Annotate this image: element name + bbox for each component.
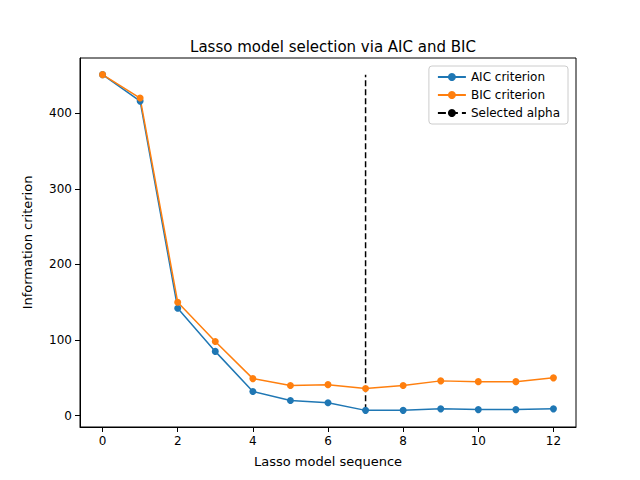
svg-text:AIC criterion: AIC criterion: [471, 70, 545, 84]
svg-text:100: 100: [49, 333, 72, 347]
svg-text:BIC criterion: BIC criterion: [471, 88, 545, 102]
svg-text:8: 8: [399, 434, 407, 448]
svg-text:200: 200: [49, 257, 72, 271]
svg-text:400: 400: [49, 106, 72, 120]
svg-text:0: 0: [99, 434, 107, 448]
svg-text:Information criterion: Information criterion: [20, 176, 35, 310]
svg-text:6: 6: [324, 434, 332, 448]
svg-text:10: 10: [471, 434, 486, 448]
svg-text:300: 300: [49, 182, 72, 196]
svg-text:Lasso model sequence: Lasso model sequence: [254, 454, 402, 469]
svg-text:Selected alpha: Selected alpha: [471, 106, 560, 120]
svg-text:Lasso model selection via AIC: Lasso model selection via AIC and BIC: [190, 38, 476, 56]
svg-text:4: 4: [249, 434, 257, 448]
svg-text:2: 2: [174, 434, 182, 448]
svg-text:12: 12: [546, 434, 561, 448]
svg-text:0: 0: [64, 409, 72, 423]
